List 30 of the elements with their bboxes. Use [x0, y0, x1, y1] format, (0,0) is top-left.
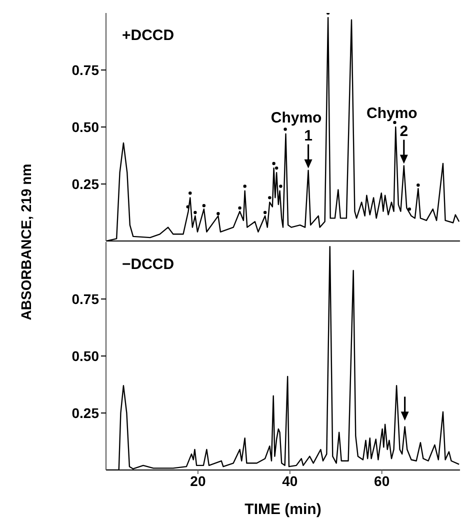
x-tick-label: 60 [374, 472, 390, 489]
point [238, 206, 242, 210]
y-tick-label: 0.75 [72, 290, 100, 307]
y-axis-title: ABSORBANCE, 219 nm [18, 164, 34, 320]
annotation: −DCCD [122, 256, 174, 273]
point [416, 184, 420, 187]
point [408, 207, 412, 211]
y-tick-label: 0.50 [72, 348, 100, 364]
point [284, 128, 287, 131]
point [194, 210, 197, 214]
point [268, 196, 272, 200]
point [202, 204, 206, 208]
point [272, 162, 276, 166]
y-tick-label: 0.25 [72, 404, 100, 421]
point [186, 205, 190, 208]
annotation: Chymo 1 [270, 109, 322, 144]
y-tick-label: 0.75 [72, 62, 100, 78]
annotation: +DCCD [122, 27, 174, 44]
y-tick-label: 0.50 [72, 118, 100, 135]
point [216, 212, 220, 216]
annotation: Chymo 2 [366, 104, 418, 140]
x-axis-title: TIME (min) [244, 501, 322, 518]
point [188, 192, 192, 195]
point [243, 184, 246, 188]
x-tick-label: 20 [190, 472, 206, 489]
point [263, 210, 267, 214]
point [279, 184, 282, 188]
y-tick-label: 0.25 [72, 176, 100, 192]
x-tick-label: 40 [282, 472, 298, 489]
point [274, 166, 278, 170]
